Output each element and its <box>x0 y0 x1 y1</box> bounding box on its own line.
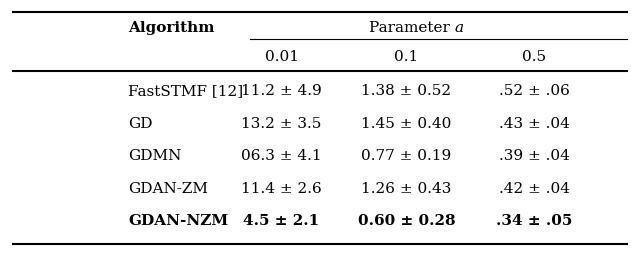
Text: .34 ± .05: .34 ± .05 <box>496 214 573 228</box>
Text: 06.3 ± 4.1: 06.3 ± 4.1 <box>241 149 322 163</box>
Text: 11.4 ± 2.6: 11.4 ± 2.6 <box>241 181 322 195</box>
Text: GD: GD <box>128 116 152 130</box>
Text: 1.45 ± 0.40: 1.45 ± 0.40 <box>361 116 452 130</box>
Text: 4.5 ± 2.1: 4.5 ± 2.1 <box>243 214 320 228</box>
Text: 0.5: 0.5 <box>522 50 547 64</box>
Text: 1.26 ± 0.43: 1.26 ± 0.43 <box>361 181 452 195</box>
Text: .43 ± .04: .43 ± .04 <box>499 116 570 130</box>
Text: .42 ± .04: .42 ± .04 <box>499 181 570 195</box>
Text: 0.60 ± 0.28: 0.60 ± 0.28 <box>358 214 455 228</box>
Text: Parameter: Parameter <box>369 21 454 35</box>
Text: 0.77 ± 0.19: 0.77 ± 0.19 <box>361 149 452 163</box>
Text: .39 ± .04: .39 ± .04 <box>499 149 570 163</box>
Text: GDAN-NZM: GDAN-NZM <box>128 214 228 228</box>
Text: Algorithm: Algorithm <box>128 21 214 35</box>
Text: a: a <box>454 21 463 35</box>
Text: 13.2 ± 3.5: 13.2 ± 3.5 <box>241 116 322 130</box>
Text: GDMN: GDMN <box>128 149 181 163</box>
Text: .52 ± .06: .52 ± .06 <box>499 84 570 98</box>
Text: 11.2 ± 4.9: 11.2 ± 4.9 <box>241 84 322 98</box>
Text: 0.1: 0.1 <box>394 50 419 64</box>
Text: 1.38 ± 0.52: 1.38 ± 0.52 <box>362 84 451 98</box>
Text: FastSTMF [12]: FastSTMF [12] <box>128 84 243 98</box>
Text: GDAN-ZM: GDAN-ZM <box>128 181 208 195</box>
Text: 0.01: 0.01 <box>264 50 299 64</box>
